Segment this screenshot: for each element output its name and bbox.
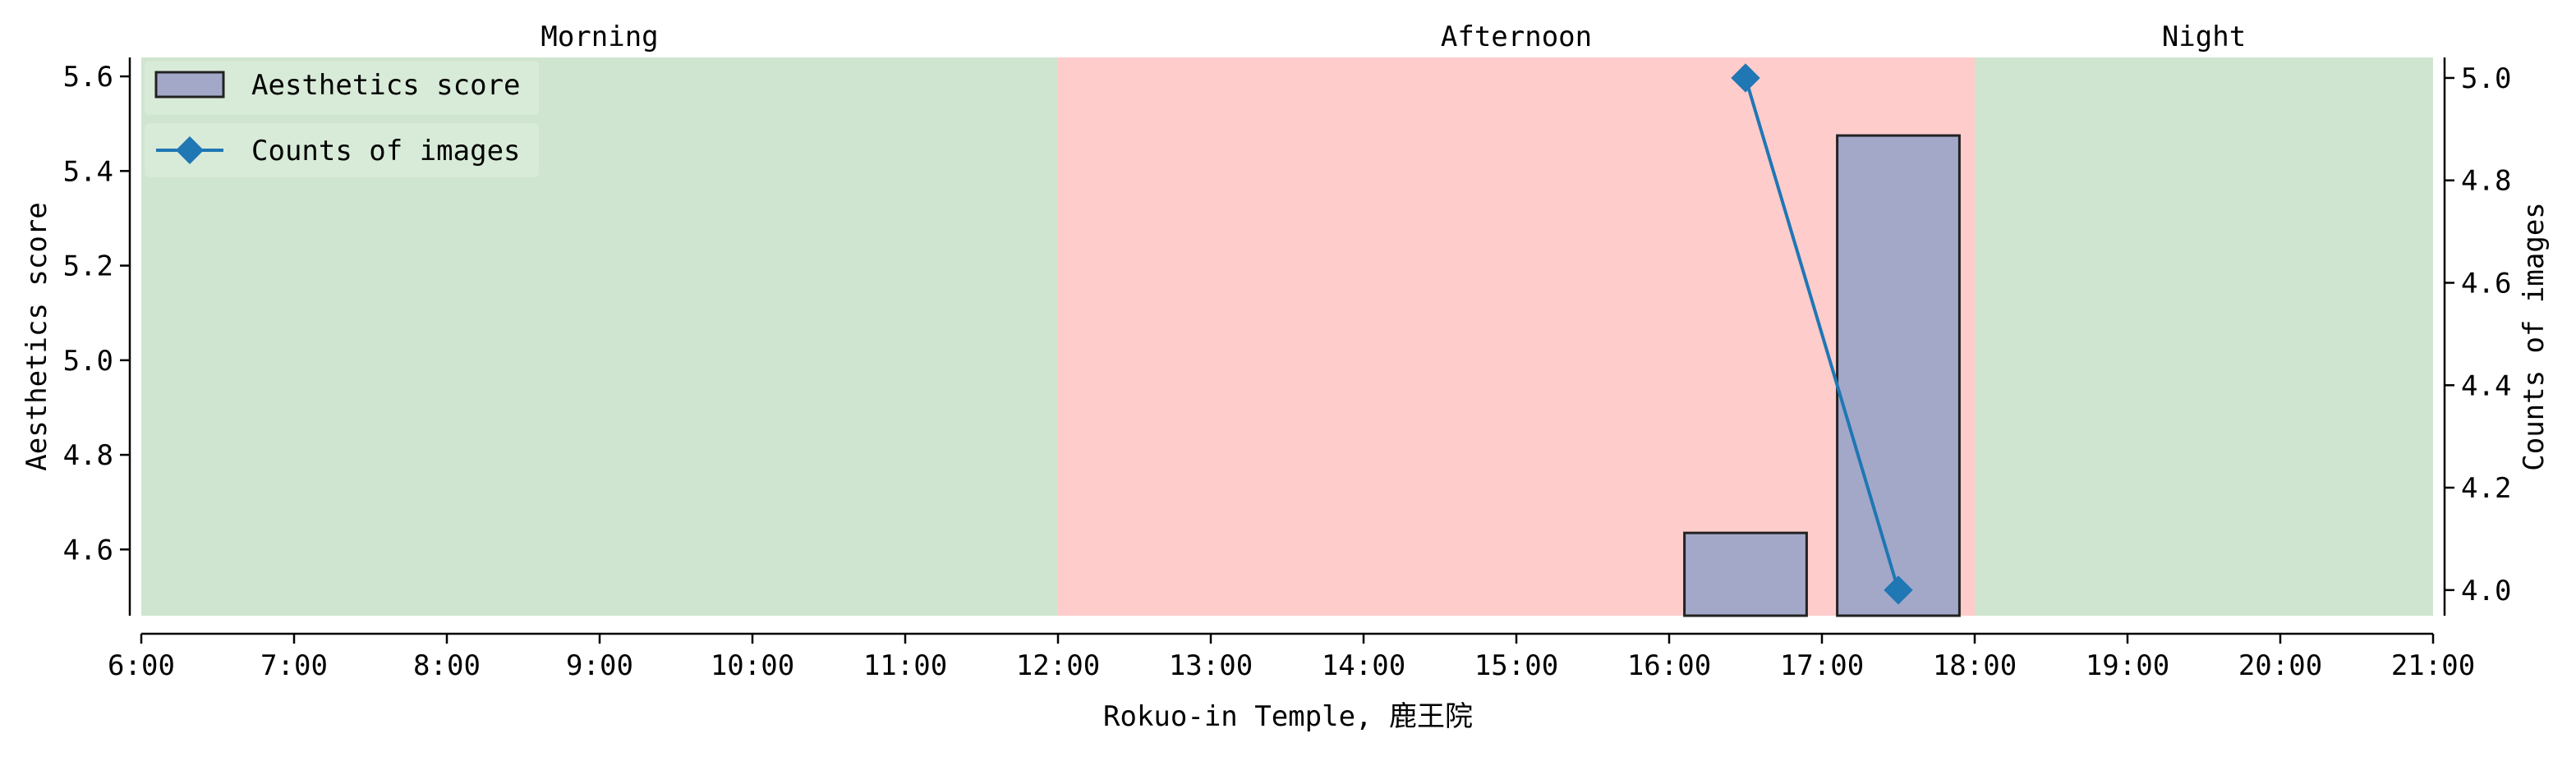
- bar-1: [1836, 134, 1961, 617]
- x-tick-label-3: 9:00: [566, 649, 633, 682]
- x-tick-label-10: 16:00: [1627, 649, 1711, 682]
- period-label-night: Night: [2162, 21, 2246, 53]
- y-right-tick-label-1: 4.2: [2461, 472, 2511, 505]
- x-tick-label-15: 21:00: [2391, 649, 2475, 682]
- y-left-tick-label-1: 4.8: [63, 439, 113, 472]
- x-tick-label-14: 20:00: [2238, 649, 2322, 682]
- bar-0: [1683, 531, 1808, 617]
- y-right-tick-label-5: 5.0: [2461, 62, 2511, 95]
- legend-box-line: [145, 123, 539, 177]
- x-tick-label-9: 15:00: [1474, 649, 1558, 682]
- y-left-tick-label-2: 5.0: [63, 345, 113, 378]
- axes: 6:00 7:00 8:00 9:00 10:00 11:00 12:00 13:00 14:0…: [63, 57, 2511, 682]
- legend: Aesthetics score Counts of images: [145, 61, 539, 177]
- x-tick-label-1: 7:00: [260, 649, 328, 682]
- period-band-morning: [141, 57, 1058, 616]
- period-label-morning: Morning: [540, 21, 658, 53]
- y-left-tick-label-3: 5.2: [63, 250, 113, 283]
- lines: [1731, 63, 1913, 605]
- x-tick-label-11: 17:00: [1780, 649, 1864, 682]
- y-axis-right-label: Counts of images: [2518, 202, 2551, 471]
- x-tick-label-4: 10:00: [711, 649, 794, 682]
- y-right-tick-label-2: 4.4: [2461, 369, 2511, 402]
- period-labels: Morning Afternoon Night: [540, 21, 2246, 53]
- legend-swatch-bars: [154, 71, 225, 99]
- x-tick-label-6: 12:00: [1016, 649, 1100, 682]
- x-tick-label-7: 13:00: [1169, 649, 1253, 682]
- x-axis-label: Rokuo-in Temple, 鹿王院: [1103, 700, 1473, 733]
- x-tick-label-0: 6:00: [108, 649, 175, 682]
- y-axis-left-label: Aesthetics score: [21, 202, 53, 471]
- x-tick-label-2: 8:00: [413, 649, 481, 682]
- counts-marker-1: [1884, 575, 1913, 605]
- y-right-tick-label-3: 4.6: [2461, 267, 2511, 300]
- x-tick-label-12: 18:00: [1933, 649, 2017, 682]
- y-left-tick-label-4: 5.4: [63, 155, 113, 188]
- legend-swatch-marker: [176, 136, 204, 164]
- legend-label-line: Counts of images: [251, 135, 521, 167]
- y-right-tick-label-4: 4.8: [2461, 165, 2511, 198]
- period-band-night: [1975, 57, 2433, 616]
- bars: [1683, 134, 1961, 617]
- y-right-tick-label-0: 4.0: [2461, 575, 2511, 607]
- y-left-tick-label-0: 4.6: [63, 534, 113, 566]
- y-left-tick-label-5: 5.6: [63, 61, 113, 94]
- x-tick-label-13: 19:00: [2086, 649, 2169, 682]
- legend-box-bars: [145, 61, 539, 115]
- x-tick-label-5: 11:00: [863, 649, 947, 682]
- period-label-afternoon: Afternoon: [1441, 21, 1592, 53]
- counts-marker-0: [1731, 63, 1760, 93]
- counts-line: [1744, 77, 1900, 591]
- legend-label-bars: Aesthetics score: [251, 69, 521, 102]
- x-tick-label-8: 14:00: [1322, 649, 1405, 682]
